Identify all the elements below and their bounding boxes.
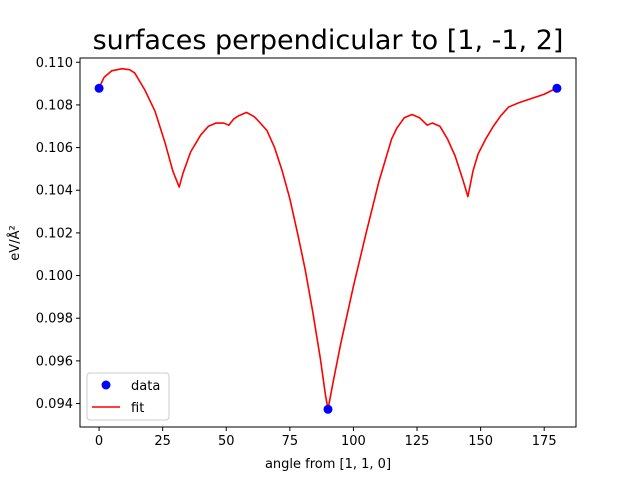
legend-marker-data xyxy=(101,380,111,390)
x-tick-label: 50 xyxy=(218,434,235,449)
y-tick-label: 0.106 xyxy=(36,141,73,156)
fit-line xyxy=(98,67,558,411)
x-tick-label: 175 xyxy=(532,434,557,449)
x-tick-label: 75 xyxy=(282,434,299,449)
y-tick-label: 0.098 xyxy=(36,312,73,327)
plot-frame xyxy=(79,57,577,428)
chart-title: surfaces perpendicular to [1, -1, 2] xyxy=(93,25,564,56)
x-tick-label: 150 xyxy=(468,434,493,449)
x-tick-label: 100 xyxy=(341,434,366,449)
legend-label-fit: fit xyxy=(131,401,144,416)
x-axis-label: angle from [1, 1, 0] xyxy=(265,457,391,472)
y-tick-label: 0.096 xyxy=(36,354,73,369)
y-tick-label: 0.094 xyxy=(36,397,73,412)
y-tick-label: 0.104 xyxy=(36,184,73,199)
data-point xyxy=(323,404,333,414)
legend: data fit xyxy=(86,372,170,421)
x-tick-label: 125 xyxy=(405,434,430,449)
y-axis-label: eV/Å² xyxy=(7,225,23,260)
data-point xyxy=(552,83,562,93)
y-tick-label: 0.100 xyxy=(36,269,73,284)
legend-label-data: data xyxy=(131,379,160,394)
data-point xyxy=(94,83,104,93)
y-tick-label: 0.102 xyxy=(36,226,73,241)
x-tick-label: 25 xyxy=(154,434,171,449)
y-tick-label: 0.110 xyxy=(36,56,73,71)
y-tick-label: 0.108 xyxy=(36,98,73,113)
x-tick-label: 0 xyxy=(95,434,103,449)
